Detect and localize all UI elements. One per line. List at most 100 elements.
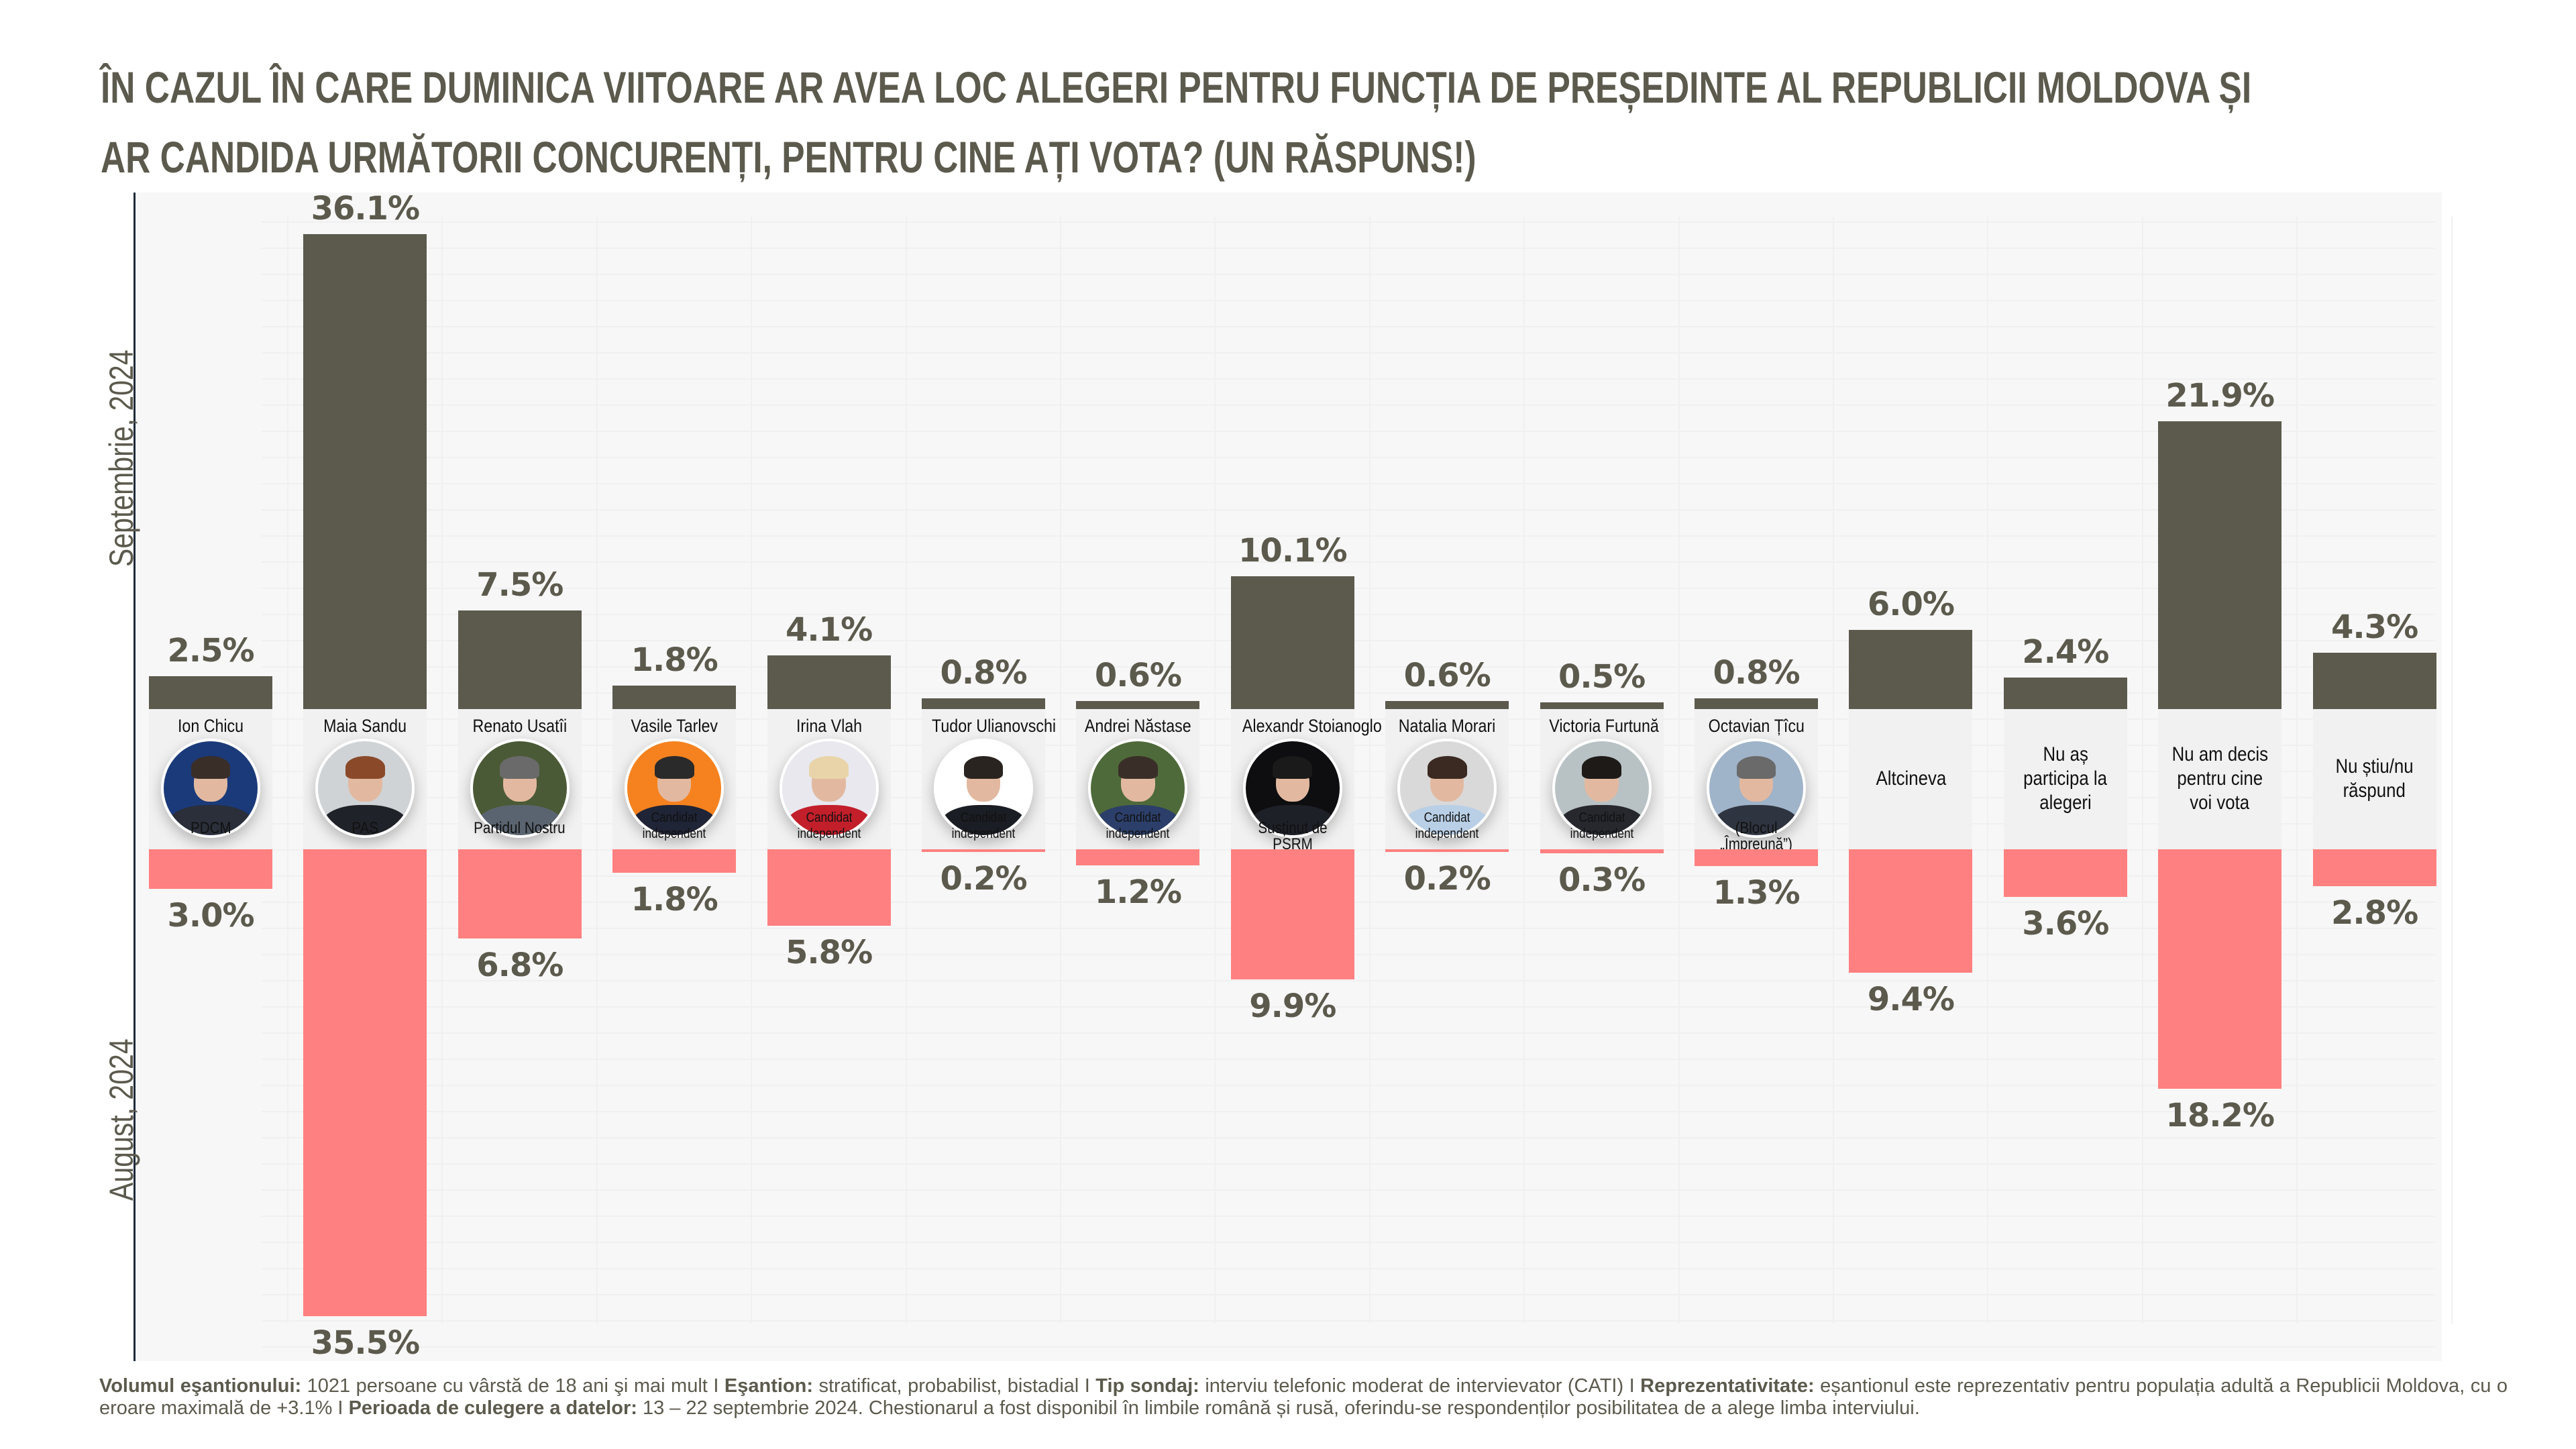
candidate-affiliation: Candidat independent	[1540, 810, 1664, 842]
candidate-affiliation-text: Susținut de PSRM	[1258, 819, 1328, 853]
photo-hair	[1118, 756, 1158, 779]
candidate-affiliation: Candidat independent	[922, 810, 1045, 842]
candidate-name: Renato Usatîi	[458, 716, 582, 737]
category-cell: Nu am decis pentru cine voi vota	[2158, 709, 2282, 849]
candidate-photo	[315, 739, 415, 838]
gridline-vertical	[2141, 217, 2143, 1324]
candidate-affiliation-text: Candidat independent	[1570, 810, 1633, 841]
candidate-name: Andrei Năstase	[1076, 716, 1199, 737]
value-label-august: 35.5%	[311, 1324, 421, 1362]
category-cell: Renato Usatîi Partidul Nostru	[458, 709, 582, 849]
photo-body	[1405, 805, 1490, 835]
bar-august	[1076, 849, 1200, 865]
value-label-august: 5.8%	[786, 933, 873, 971]
gridline-horizontal	[262, 1006, 2435, 1008]
photo-hair	[963, 756, 1004, 779]
gridline-horizontal	[262, 1268, 2435, 1269]
gridline-horizontal	[262, 352, 2435, 354]
value-label-september: 4.1%	[786, 610, 873, 649]
footer-label: Perioada de culegere a datelor:	[348, 1397, 637, 1419]
category-cell: Natalia Morari Candidat independent	[1385, 709, 1509, 849]
bar-september	[303, 234, 427, 709]
value-label-august: 9.9%	[1249, 987, 1336, 1026]
candidate-name: Alexandr Stoianoglo	[1231, 716, 1382, 737]
category-text-line: pentru cine	[2158, 767, 2282, 791]
value-label-august: 18.2%	[2165, 1096, 2275, 1134]
photo-body	[1714, 805, 1799, 835]
bar-august	[1385, 849, 1509, 852]
candidate-affiliation: PDCM	[149, 820, 272, 837]
gridline-vertical	[1833, 217, 1834, 1324]
category-cell: Tudor Ulianovschi Candidat independent	[922, 709, 1056, 849]
candidate-name: Irina Vlah	[767, 716, 891, 737]
bar-august	[149, 849, 272, 889]
value-label-august: 9.4%	[1867, 981, 1955, 1019]
bar-august	[767, 849, 891, 926]
candidate-name-text: Andrei Năstase	[1085, 716, 1192, 736]
candidate-name-text: Alexandr Stoianoglo	[1242, 716, 1382, 736]
value-label-september: 0.5%	[1558, 658, 1646, 696]
category-cell: Altcineva	[1849, 709, 1973, 849]
gridline-vertical	[1060, 217, 1061, 1324]
gridline-horizontal	[262, 221, 2435, 223]
gridline-vertical	[905, 217, 907, 1324]
gridline-horizontal	[262, 1189, 2435, 1191]
bar-august	[303, 849, 427, 1316]
category-text-line-content: Nu știu/nu	[2335, 755, 2414, 777]
gridline-horizontal	[262, 1216, 2435, 1217]
candidate-affiliation-text: Candidat independent	[951, 810, 1016, 841]
candidate-name-text: Victoria Furtună	[1548, 716, 1659, 736]
y-axis-line	[133, 193, 136, 1361]
bar-september	[767, 655, 891, 709]
candidate-name-text: Maia Sandu	[323, 716, 407, 736]
bar-august	[2312, 849, 2436, 886]
bar-september	[1385, 701, 1509, 709]
gridline-horizontal	[262, 1059, 2435, 1060]
photo-hair	[1736, 756, 1776, 779]
gridline-horizontal	[262, 1163, 2435, 1165]
value-label-august: 0.2%	[940, 860, 1027, 898]
footer-label: Tip sondaj:	[1095, 1375, 1199, 1397]
candidate-name: Tudor Ulianovschi	[922, 716, 1056, 737]
value-label-september: 7.5%	[476, 566, 564, 604]
candidate-photo	[470, 739, 570, 838]
bar-august	[1230, 849, 1354, 980]
value-label-september: 2.5%	[167, 632, 254, 669]
candidate-affiliation: (Blocul „Împreună”)	[1695, 820, 1818, 853]
photo-hair	[191, 756, 231, 779]
category-text-line: răspund	[2313, 779, 2436, 803]
bar-september	[2312, 652, 2436, 709]
category-text-line: Altcineva	[1849, 767, 1972, 791]
photo-hair	[345, 756, 385, 779]
candidate-photo	[1707, 739, 1806, 838]
category-text-line: voi vota	[2158, 791, 2282, 815]
candidate-photo	[625, 739, 724, 838]
value-label-september: 0.6%	[1403, 657, 1491, 695]
series-label-august: August, 2024	[103, 1038, 140, 1201]
value-label-september: 1.8%	[631, 641, 718, 679]
gridline-horizontal	[262, 248, 2435, 249]
photo-body	[168, 805, 253, 835]
candidate-photo	[1242, 739, 1342, 838]
gridline-vertical	[1678, 217, 1680, 1324]
footer-label: Reprezentativitate:	[1640, 1375, 1815, 1397]
candidate-name: Ion Chicu	[149, 716, 272, 737]
candidate-affiliation: PAS	[303, 820, 427, 837]
title-line-2: AR CANDIDA URMĂTORII CONCURENȚI, PENTRU …	[101, 132, 1477, 182]
candidate-name-text: Tudor Ulianovschi	[932, 716, 1057, 736]
gridline-vertical	[751, 217, 753, 1324]
category-cell: Vasile Tarlev Candidat independent	[612, 709, 737, 849]
value-label-august: 0.3%	[1558, 861, 1646, 899]
gridline-vertical	[2451, 217, 2453, 1324]
category-cell: Octavian Țîcu (Blocul „Împreună”)	[1695, 709, 1818, 853]
gridline-horizontal	[262, 509, 2435, 511]
category-cell: Andrei Năstase Candidat independent	[1076, 709, 1200, 849]
gridline-horizontal	[262, 457, 2435, 458]
bar-september	[612, 685, 737, 709]
candidate-affiliation: Candidat independent	[612, 810, 736, 842]
candidate-name: Natalia Morari	[1385, 716, 1509, 737]
footer-text: eșantionul este reprezentativ pentru pop…	[99, 1375, 2508, 1419]
candidate-name: Vasile Tarlev	[612, 716, 736, 737]
footer-text: interviu telefonic moderat de intervieva…	[1199, 1375, 1641, 1397]
candidate-affiliation-text: (Blocul „Împreună”)	[1720, 819, 1792, 853]
